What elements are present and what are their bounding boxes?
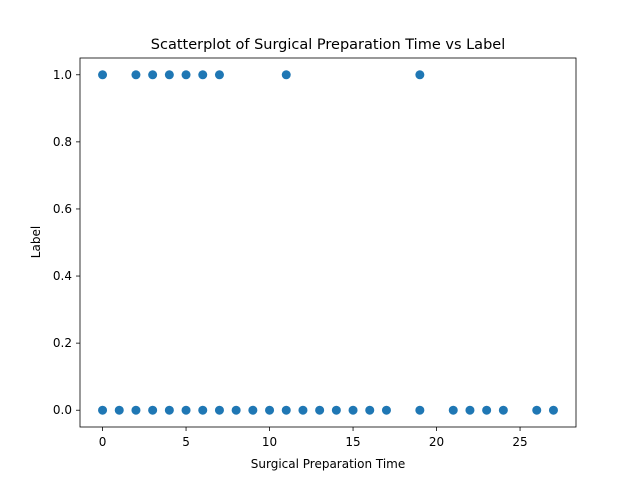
- scatter-point: [164, 405, 174, 415]
- scatter-point: [181, 70, 191, 80]
- scatter-point: [315, 405, 325, 415]
- scatter-point: [98, 405, 108, 415]
- plot-frame: [79, 57, 577, 428]
- scatter-point: [131, 405, 141, 415]
- scatter-point: [348, 405, 358, 415]
- scatter-point: [214, 405, 224, 415]
- scatter-point: [482, 405, 492, 415]
- y-tick-label: 0.0: [53, 403, 72, 417]
- scatter-point: [365, 405, 375, 415]
- scatter-point: [198, 405, 208, 415]
- scatter-point: [298, 405, 308, 415]
- scatter-point: [281, 405, 291, 415]
- scatter-point: [548, 405, 558, 415]
- points-layer: [98, 70, 558, 415]
- scatter-point: [231, 405, 241, 415]
- x-tick-label: 0: [99, 435, 107, 449]
- scatter-point: [164, 70, 174, 80]
- scatter-point: [214, 70, 224, 80]
- y-tick-label: 0.4: [53, 269, 72, 283]
- x-tick-label: 5: [182, 435, 190, 449]
- scatter-point: [181, 405, 191, 415]
- x-axis-ticks: 0 5 10 15 20 25: [99, 427, 528, 449]
- scatter-point: [148, 405, 158, 415]
- scatter-point: [198, 70, 208, 80]
- scatter-point: [448, 405, 458, 415]
- y-tick-label: 0.8: [53, 135, 72, 149]
- scatter-point: [98, 70, 108, 80]
- scatter-point: [415, 405, 425, 415]
- x-tick-label: 10: [262, 435, 277, 449]
- scatter-point: [331, 405, 341, 415]
- y-tick-label: 0.6: [53, 202, 72, 216]
- x-tick-label: 15: [345, 435, 360, 449]
- x-axis-title: Surgical Preparation Time: [251, 457, 406, 471]
- scatter-point: [148, 70, 158, 80]
- y-tick-label: 0.2: [53, 336, 72, 350]
- y-tick-label: 1.0: [53, 68, 72, 82]
- scatter-point: [248, 405, 258, 415]
- scatter-point: [532, 405, 542, 415]
- y-axis-title: Label: [29, 226, 43, 258]
- scatter-point: [265, 405, 275, 415]
- chart-title: Scatterplot of Surgical Preparation Time…: [151, 37, 505, 53]
- scatter-point: [465, 405, 475, 415]
- x-tick-label: 25: [512, 435, 527, 449]
- scatter-point: [415, 70, 425, 80]
- y-axis-ticks: 0.0 0.2 0.4 0.6 0.8 1.0: [53, 68, 80, 417]
- x-tick-label: 20: [429, 435, 444, 449]
- scatter-point: [381, 405, 391, 415]
- scatter-point: [131, 70, 141, 80]
- scatter-point: [114, 405, 124, 415]
- scatter-point: [498, 405, 508, 415]
- scatter-point: [281, 70, 291, 80]
